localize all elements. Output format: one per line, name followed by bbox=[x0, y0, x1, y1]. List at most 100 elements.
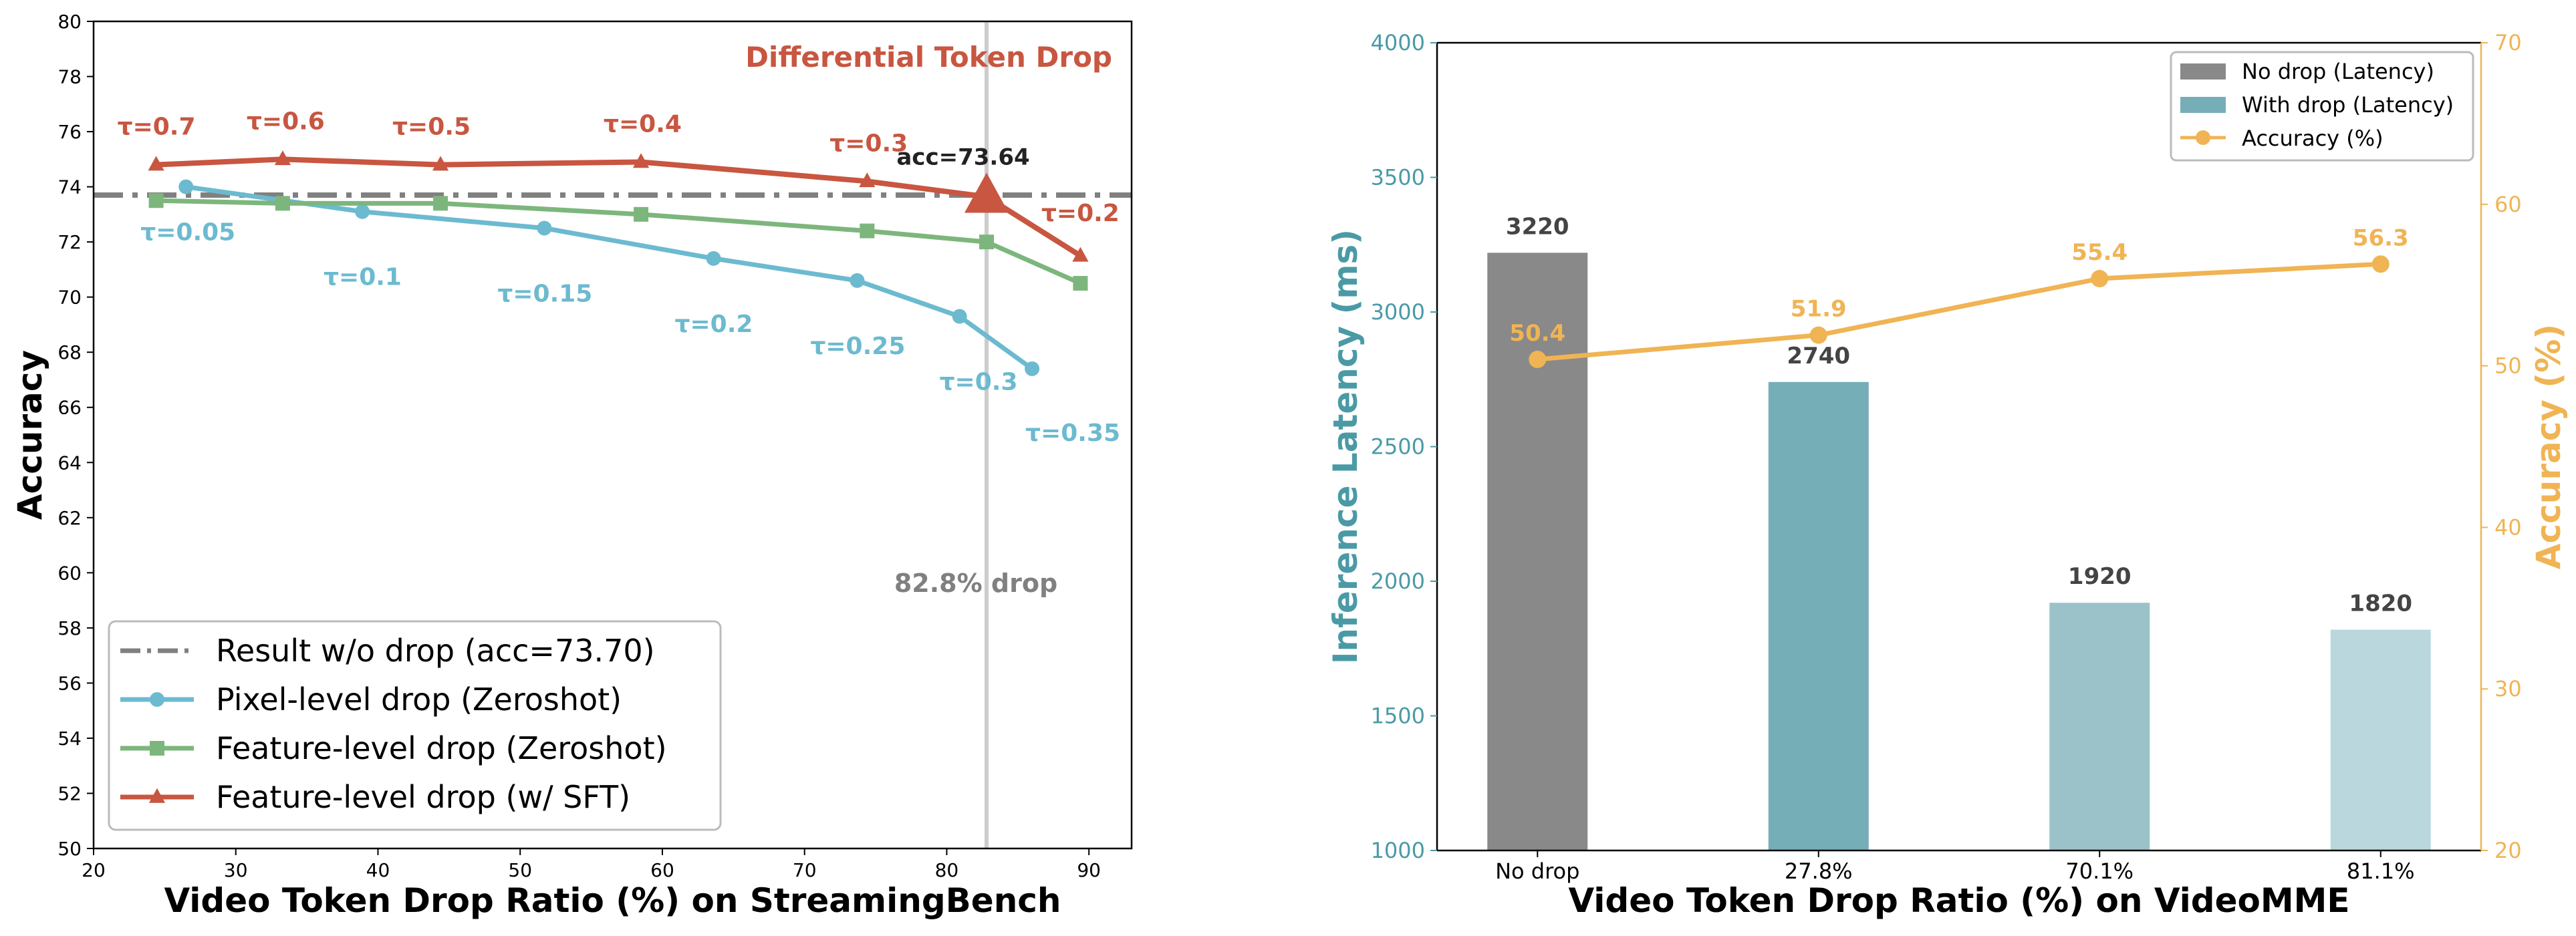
tau-label: τ=0.7 bbox=[118, 114, 196, 141]
x-tick-label: 90 bbox=[1077, 859, 1101, 881]
y-tick-label: 70 bbox=[57, 287, 82, 309]
data-point bbox=[178, 179, 194, 194]
right-chart: 3220 2740 1920 1820 50.4 51.9 55.4 56.3 1000 1500… bbox=[1326, 30, 2568, 920]
left-chart: τ=0.05 τ=0.1 τ=0.15 τ=0.2 τ=0.25 τ=0.3 τ=0.35 τ… bbox=[11, 11, 1133, 920]
data-point bbox=[1072, 247, 1089, 262]
data-point bbox=[850, 273, 865, 288]
data-point bbox=[537, 220, 552, 236]
x-axis-label: Video Token Drop Ratio (%) on VideoMME bbox=[1568, 881, 2349, 920]
x-tick-label: 20 bbox=[82, 859, 106, 881]
data-point bbox=[432, 156, 449, 171]
data-point bbox=[275, 196, 290, 211]
y-tick-label: 76 bbox=[57, 121, 82, 143]
x-tick-label: 70 bbox=[793, 859, 817, 881]
y-tick-label: 4000 bbox=[1371, 30, 1425, 55]
y-tick-label: 54 bbox=[57, 728, 82, 750]
data-point bbox=[632, 153, 650, 168]
legend-swatch bbox=[2180, 63, 2226, 80]
y2-tick-label: 30 bbox=[2494, 676, 2522, 701]
legend-swatch bbox=[2180, 97, 2226, 113]
data-point bbox=[952, 309, 967, 324]
data-point bbox=[148, 193, 164, 208]
y-tick-label: 3500 bbox=[1371, 165, 1425, 190]
y-axis-label: Inference Latency (ms) bbox=[1326, 229, 1365, 664]
legend: Result w/o drop (acc=73.70) Pixel-level d… bbox=[108, 620, 722, 831]
y-tick-label: 56 bbox=[57, 672, 82, 694]
y-axis-label: Accuracy bbox=[11, 350, 49, 520]
legend-label: With drop (Latency) bbox=[2242, 92, 2454, 118]
tau-label: τ=0.15 bbox=[497, 281, 592, 308]
accuracy-point bbox=[2091, 270, 2109, 288]
plot-frame bbox=[92, 20, 1133, 850]
legend-label: No drop (Latency) bbox=[2242, 59, 2434, 84]
y2-tick-label: 50 bbox=[2494, 353, 2522, 379]
data-point bbox=[355, 204, 370, 219]
legend-label: Accuracy (%) bbox=[2242, 126, 2384, 151]
y-tick-label: 58 bbox=[57, 617, 82, 639]
y-tick-label: 2500 bbox=[1371, 434, 1425, 460]
accuracy-value-label: 56.3 bbox=[2353, 224, 2409, 251]
y2-tick-label: 40 bbox=[2494, 514, 2522, 540]
data-point bbox=[860, 223, 875, 239]
latency-bar bbox=[1768, 381, 1869, 850]
y2-tick-label: 60 bbox=[2494, 192, 2522, 217]
y-tick-label: 64 bbox=[57, 452, 82, 474]
data-point bbox=[706, 251, 721, 266]
y-tick-label: 78 bbox=[57, 66, 82, 88]
x-tick-label: 80 bbox=[935, 859, 959, 881]
tau-label: τ=0.6 bbox=[247, 108, 325, 135]
legend-label: Result w/o drop (acc=73.70) bbox=[216, 633, 655, 669]
chart-title: Differential Token Drop bbox=[745, 41, 1112, 73]
tau-label: τ=0.3 bbox=[940, 369, 1018, 396]
x-tick-label: 70.1% bbox=[2065, 859, 2134, 884]
y-tick-label: 68 bbox=[57, 341, 82, 363]
accuracy-value-label: 55.4 bbox=[2071, 239, 2128, 266]
tau-label: τ=0.1 bbox=[324, 264, 402, 291]
data-point bbox=[859, 172, 876, 188]
data-point bbox=[148, 156, 164, 171]
y-tick-label: 60 bbox=[57, 562, 82, 584]
y-tick-label: 1000 bbox=[1371, 838, 1425, 863]
y-tick-label: 80 bbox=[57, 11, 82, 33]
data-point bbox=[1025, 361, 1040, 376]
latency-bar bbox=[2049, 603, 2150, 850]
bar-value-label: 2740 bbox=[1787, 343, 1850, 369]
y-tick-label: 2000 bbox=[1371, 569, 1425, 594]
y-tick-label: 1500 bbox=[1371, 704, 1425, 729]
x-tick-label: 30 bbox=[224, 859, 248, 881]
latency-bar bbox=[2330, 629, 2431, 850]
data-point bbox=[634, 206, 649, 222]
legend: No drop (Latency) With drop (Latency) Accu… bbox=[2170, 51, 2474, 162]
x-tick-label: 81.1% bbox=[2347, 859, 2415, 884]
legend-marker bbox=[2196, 130, 2210, 145]
accuracy-value-label: 50.4 bbox=[1509, 320, 1565, 347]
tau-label: τ=0.2 bbox=[675, 311, 753, 338]
y-tick-label: 72 bbox=[57, 231, 82, 253]
accuracy-point bbox=[1529, 350, 1547, 368]
x-tick-label: 27.8% bbox=[1785, 859, 1853, 884]
legend-label: Feature-level drop (Zeroshot) bbox=[216, 730, 667, 766]
y-tick-label: 52 bbox=[57, 782, 82, 804]
legend-marker bbox=[150, 741, 164, 756]
y-tick-label: 74 bbox=[57, 176, 82, 198]
data-point bbox=[433, 196, 448, 211]
tau-label: τ=0.2 bbox=[1041, 200, 1120, 227]
acc-annotation: acc=73.64 bbox=[896, 144, 1029, 170]
x-tick-label: 40 bbox=[366, 859, 390, 881]
bar-value-label: 1920 bbox=[2068, 563, 2132, 590]
y-tick-label: 66 bbox=[57, 397, 82, 419]
legend-label: Feature-level drop (w/ SFT) bbox=[216, 779, 630, 815]
y2-axis-label: Accuracy (%) bbox=[2529, 324, 2568, 569]
bar-value-label: 1820 bbox=[2349, 591, 2412, 617]
x-tick-label: 60 bbox=[650, 859, 674, 881]
accuracy-line bbox=[1537, 261, 2381, 362]
highlight-marker bbox=[964, 172, 1009, 213]
data-point bbox=[274, 150, 291, 166]
data-point bbox=[1073, 276, 1088, 291]
legend-label: Pixel-level drop (Zeroshot) bbox=[216, 681, 622, 718]
x-tick-label: 50 bbox=[508, 859, 532, 881]
y-tick-label: 50 bbox=[57, 838, 82, 860]
accuracy-point bbox=[2371, 255, 2390, 273]
